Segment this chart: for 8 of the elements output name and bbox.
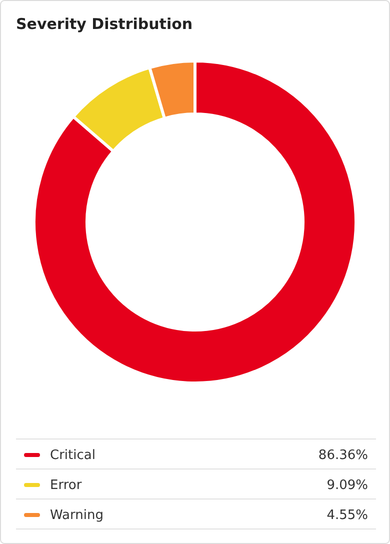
legend-label: Error — [50, 478, 82, 493]
data-label: 4.55% — [326, 508, 368, 523]
data-label: 86.36% — [318, 448, 368, 463]
legend-label: Critical — [50, 448, 96, 463]
legend-label: Warning — [50, 508, 104, 523]
data-label: 9.09% — [326, 478, 368, 493]
donut-slice — [32, 60, 358, 384]
chart-title: Severity Distribution — [16, 15, 193, 33]
